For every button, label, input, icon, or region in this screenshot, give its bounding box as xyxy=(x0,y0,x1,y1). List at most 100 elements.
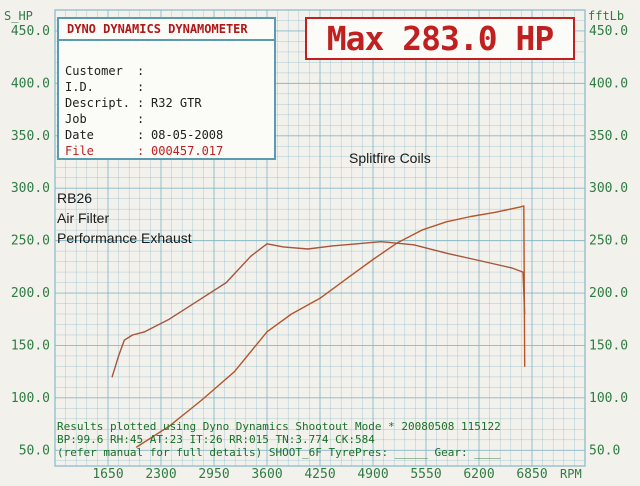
data-point-torque xyxy=(356,243,358,245)
info-value: 000457.017 xyxy=(151,144,224,158)
footer-line-3: (refer manual for full details) SHOOT_6F… xyxy=(57,446,501,459)
y-tick-label-left: 400.0 xyxy=(11,76,50,91)
data-point-power xyxy=(201,399,203,401)
max-power-label: Max 283.0 HP xyxy=(305,17,575,60)
x-tick-label: 6850 xyxy=(516,467,547,482)
annotation-air-filter: Air Filter xyxy=(57,210,110,226)
info-sep: : xyxy=(137,96,145,110)
y-tick-label-left: 100.0 xyxy=(11,391,50,406)
info-sep: : xyxy=(137,80,145,94)
info-label: Date xyxy=(65,128,94,142)
data-point-power xyxy=(524,365,526,367)
y-tick-label-right: 50.0 xyxy=(589,443,620,458)
data-point-power xyxy=(519,206,521,208)
x-tick-label: 2300 xyxy=(145,467,176,482)
info-panel: DYNO DYNAMICS DYNAMOMETER Customer: I.D.… xyxy=(57,17,276,160)
data-point-torque xyxy=(478,259,480,262)
data-point-torque xyxy=(331,245,333,247)
annotation-splitfire: Splitfire Coils xyxy=(349,150,431,166)
info-sep: : xyxy=(137,128,145,142)
data-point-power xyxy=(290,313,293,315)
y-tick-label-right: 300.0 xyxy=(589,181,628,196)
y-tick-label-left: 50.0 xyxy=(19,443,50,458)
data-point-power xyxy=(523,205,525,207)
right-axis-label: fftLb xyxy=(588,9,624,23)
data-point-torque xyxy=(118,355,120,357)
data-point-power xyxy=(421,229,423,231)
data-point-torque xyxy=(511,267,513,269)
y-tick-label-left: 200.0 xyxy=(11,286,50,301)
data-point-torque xyxy=(168,318,170,320)
info-sep: : xyxy=(137,144,145,158)
info-sep: : xyxy=(137,64,145,78)
y-tick-label-right: 100.0 xyxy=(589,391,628,406)
data-point-torque xyxy=(445,252,447,254)
data-point-torque xyxy=(266,243,268,245)
data-point-power xyxy=(470,215,472,218)
y-tick-label-right: 350.0 xyxy=(589,129,628,144)
info-value: 08-05-2008 xyxy=(151,128,224,142)
info-label: I.D. xyxy=(65,80,94,94)
data-point-power xyxy=(168,425,170,427)
y-tick-label-left: 150.0 xyxy=(11,338,50,353)
data-point-torque xyxy=(131,334,134,336)
data-point-torque xyxy=(111,376,113,378)
data-point-torque xyxy=(144,331,146,333)
data-point-power xyxy=(445,221,447,223)
data-point-power xyxy=(372,258,374,261)
data-point-torque xyxy=(524,313,526,315)
info-label: Customer xyxy=(65,64,123,78)
data-point-power xyxy=(347,276,350,278)
x-unit-label: RPM xyxy=(560,467,582,481)
info-row-file: File:000457.017 xyxy=(65,143,223,159)
y-tick-label-right: 450.0 xyxy=(589,24,628,39)
data-point-torque xyxy=(413,244,415,246)
data-point-torque xyxy=(307,248,309,250)
info-row-job: Job: xyxy=(65,111,151,127)
data-point-power xyxy=(266,331,268,333)
y-tick-label-right: 150.0 xyxy=(589,338,628,353)
x-tick-label: 4900 xyxy=(357,467,388,482)
y-tick-label-left: 350.0 xyxy=(11,129,50,144)
x-tick-label: 3600 xyxy=(251,467,282,482)
data-point-torque xyxy=(282,246,284,248)
data-point-torque xyxy=(225,282,227,284)
annotation-rb26: RB26 xyxy=(57,190,93,206)
footer-line-1: Results plotted using Dyno Dynamics Shoo… xyxy=(57,420,501,433)
x-tick-label: 2950 xyxy=(198,467,229,482)
data-point-torque xyxy=(201,297,203,299)
x-tick-label: 1650 xyxy=(92,467,123,482)
data-point-torque xyxy=(123,339,125,341)
info-row-date: Date:08-05-2008 xyxy=(65,127,223,143)
y-tick-label-right: 250.0 xyxy=(589,234,628,249)
y-tick-label-left: 250.0 xyxy=(11,234,50,249)
info-row-customer: Customer: xyxy=(65,63,151,79)
info-label: Job xyxy=(65,112,87,126)
y-tick-label-right: 200.0 xyxy=(589,286,628,301)
info-sep: : xyxy=(137,112,145,126)
series-line-torque xyxy=(111,240,526,378)
info-row-id: I.D.: xyxy=(65,79,151,95)
footer-line-2: BP:99.6 RH:45 AT:23 IT:26 RR:015 TN:3.77… xyxy=(57,433,375,446)
x-tick-label: 6200 xyxy=(463,467,494,482)
y-tick-label-left: 450.0 xyxy=(11,24,50,39)
data-point-torque xyxy=(522,271,524,273)
info-value: R32 GTR xyxy=(151,96,202,110)
data-point-power xyxy=(494,211,496,213)
annotation-exhaust: Performance Exhaust xyxy=(57,230,192,246)
x-axis: 1650 2300 2950 3600 4250 4900 5550 6200 6850 xyxy=(92,467,547,482)
y-tick-label-right: 400.0 xyxy=(589,76,628,91)
info-row-descript: Descript.: R32 GTR xyxy=(65,95,202,111)
data-point-power xyxy=(135,446,138,448)
left-axis-label: S_HP xyxy=(4,9,33,23)
info-title: DYNO DYNAMICS DYNAMOMETER xyxy=(59,19,274,41)
data-point-torque xyxy=(380,241,382,243)
left-y-axis: 50.0 100.0 150.0 200.0 250.0 300.0 350.0 400.0 4… xyxy=(11,24,50,458)
data-point-torque xyxy=(250,255,252,257)
right-y-axis: 50.0 100.0 150.0 200.0 250.0 300.0 350.0 400.0 4… xyxy=(589,24,628,458)
info-label: File xyxy=(65,144,94,158)
x-tick-label: 5550 xyxy=(410,467,441,482)
chart-lines xyxy=(111,205,526,448)
info-label: Descript. xyxy=(65,96,131,110)
